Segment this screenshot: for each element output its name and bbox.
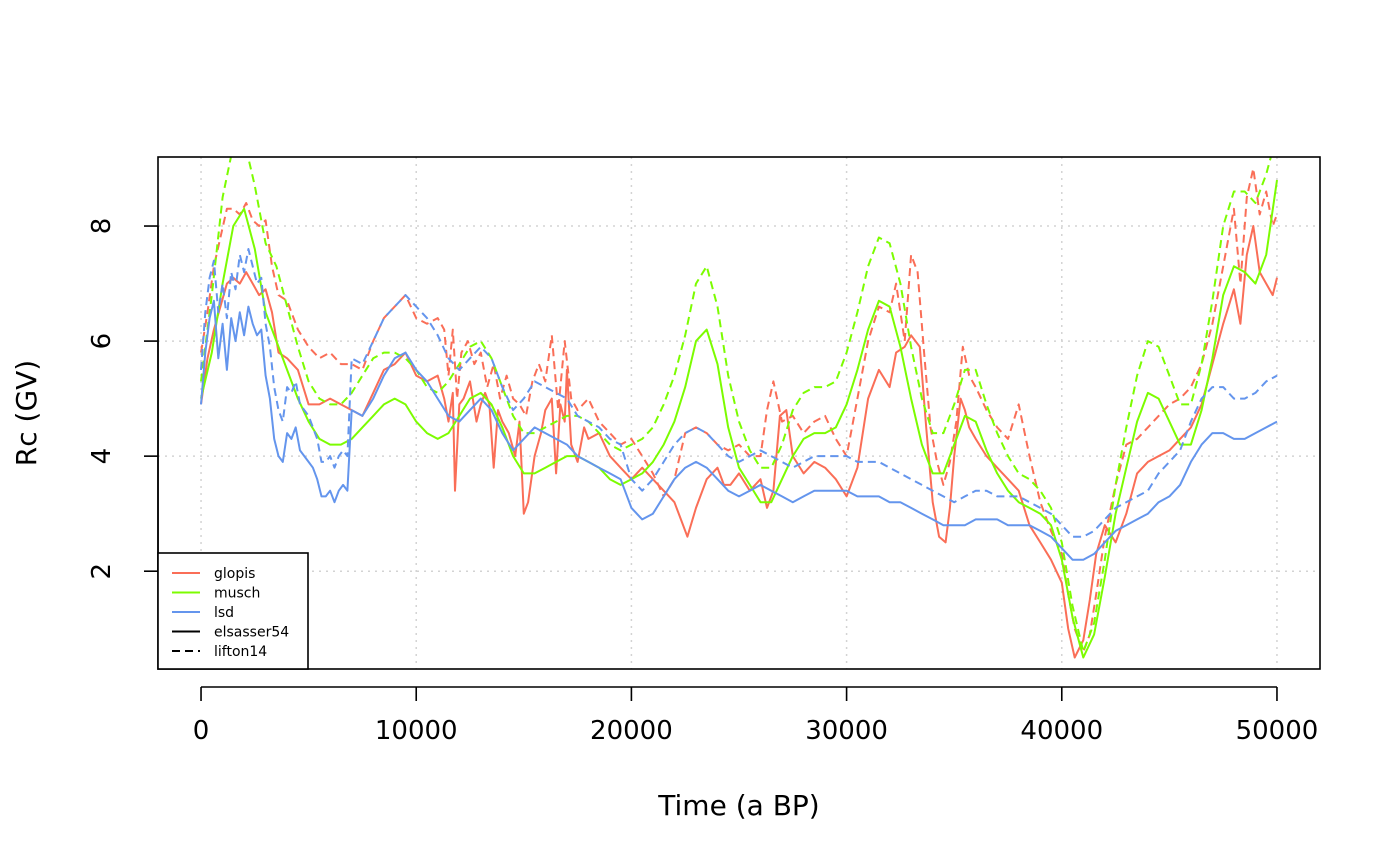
y-tick-label: 6 <box>87 333 117 350</box>
legend: glopis musch lsd elsasser54 lifton14 <box>157 552 309 670</box>
x-tick-label: 30000 <box>805 716 888 746</box>
series-layer <box>200 157 1278 659</box>
series-line-musch-lifton14 <box>200 157 1272 653</box>
grid <box>158 157 1320 669</box>
plot-frame <box>157 156 1321 670</box>
x-tick-label: 10000 <box>375 716 458 746</box>
x-tick-label: 0 <box>193 716 210 746</box>
y-axis: 2 4 6 8 <box>87 218 159 580</box>
series-line-lsd-elsasser54 <box>200 299 1278 561</box>
y-tick-label: 4 <box>87 448 117 465</box>
series-line-lsd-lifton14 <box>200 248 1278 538</box>
x-tick-label: 20000 <box>590 716 673 746</box>
legend-label-lsd: lsd <box>214 605 234 621</box>
legend-label-lifton14: lifton14 <box>214 644 267 660</box>
legend-label-musch: musch <box>214 586 260 602</box>
x-tick-label: 40000 <box>1020 716 1103 746</box>
y-axis-title: Rc (GV) <box>10 360 43 466</box>
series-line-musch-elsasser54 <box>200 179 1278 659</box>
legend-label-glopis: glopis <box>214 566 255 582</box>
series-line-glopis-elsasser54 <box>200 225 1278 659</box>
series-line-glopis-lifton14 <box>200 167 1278 653</box>
x-axis: 0 10000 20000 30000 40000 50000 <box>193 686 1319 746</box>
y-tick-label: 2 <box>87 563 117 580</box>
legend-label-elsasser54: elsasser54 <box>214 625 289 641</box>
x-axis-title: Time (a BP) <box>657 789 819 822</box>
x-tick-label: 50000 <box>1236 716 1319 746</box>
y-tick-label: 8 <box>87 218 117 235</box>
